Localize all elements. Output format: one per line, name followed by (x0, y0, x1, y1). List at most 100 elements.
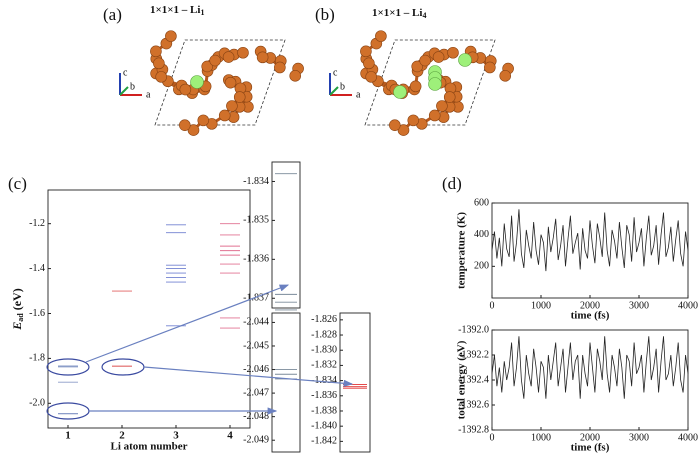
x-tick-label: 3000 (629, 432, 649, 443)
y-tick-label: -1392.6 (458, 399, 489, 410)
x-tick-label: 0 (490, 300, 495, 311)
plot-frame (271, 312, 301, 453)
atom (197, 114, 210, 127)
x-axis-label: Li atom number (111, 441, 188, 453)
x-tick-label: 1000 (531, 300, 551, 311)
y-axis-label: total energy (eV) (456, 340, 468, 419)
atom (209, 54, 221, 67)
y-tick-label: -1.835 (243, 215, 269, 226)
title-sub: 4 (422, 11, 426, 20)
atom (447, 46, 459, 59)
arrow (143, 366, 354, 387)
atom (226, 100, 238, 112)
y-tick-label: -2.049 (243, 435, 269, 446)
plot-frame (339, 312, 371, 453)
y-tick-label: -1392.4 (458, 374, 489, 385)
atom (237, 46, 249, 59)
structure-title: 1×1×1 – Li4 (372, 7, 426, 20)
atom (150, 45, 162, 58)
y-tick-label: 200 (474, 261, 489, 272)
y-axis-label-part: (eV) (10, 288, 24, 313)
axis-arrow (119, 86, 129, 96)
atom (360, 45, 372, 58)
atom (363, 57, 375, 70)
highlight-ellipse (101, 358, 145, 376)
atom (222, 51, 235, 63)
atom (484, 61, 496, 74)
li-atom (393, 85, 407, 99)
atom (218, 109, 231, 122)
axis-name: b (340, 81, 345, 92)
atom (409, 80, 422, 93)
y-tick-label: -1.834 (311, 375, 337, 386)
y-tick-label: -2.0 (29, 398, 45, 409)
x-tick-label: 1 (65, 430, 71, 442)
atom (432, 51, 445, 63)
atom (165, 30, 177, 42)
atom (397, 124, 410, 136)
y-tick-label: -1.832 (311, 360, 337, 371)
atom (407, 114, 420, 127)
atom (201, 60, 214, 73)
x-tick-label: 4000 (678, 432, 698, 443)
cell-outline (364, 39, 496, 126)
atom (179, 83, 192, 96)
atom (155, 71, 167, 83)
y-tick-label: 400 (474, 229, 489, 240)
atom (436, 100, 448, 112)
y-axis-label: temperature (K) (456, 212, 468, 289)
y-axis-label: Ead (eV) (10, 288, 25, 330)
y-tick-label: -1392.8 (458, 424, 489, 435)
li-atom (428, 77, 442, 91)
data-line (491, 336, 689, 399)
panel-label: (a) (103, 5, 122, 24)
atom (233, 91, 246, 103)
panel-label: (d) (442, 174, 462, 193)
atom (419, 54, 431, 67)
x-tick-label: 0 (490, 432, 495, 443)
y-tick-label: -1.836 (311, 390, 337, 401)
x-axis-label: time (fs) (571, 310, 610, 322)
y-tick-label: -2.044 (243, 317, 269, 328)
structure-title: 1×1×1 – Li1 (150, 4, 204, 17)
y-tick-label: -2.046 (243, 364, 269, 375)
atom (256, 51, 269, 64)
atom (274, 61, 286, 74)
y-tick-label: -1.837 (243, 293, 269, 304)
atom (389, 119, 401, 131)
atom (365, 71, 377, 83)
axis-name: a (146, 89, 151, 100)
arrow (85, 284, 290, 363)
li-atom (190, 75, 204, 89)
axis-name: c (123, 67, 128, 78)
highlight-ellipse (46, 358, 90, 376)
atom (187, 124, 200, 136)
y-tick-label: 600 (474, 197, 489, 208)
highlight-ellipse (46, 402, 90, 420)
y-axis-label-part: ad (16, 313, 25, 322)
atom (289, 70, 302, 82)
y-tick-label: -1.842 (311, 436, 337, 447)
cell-outline (154, 39, 286, 126)
axis-name: b (130, 81, 135, 92)
atom (179, 119, 191, 131)
y-tick-label: -2.047 (243, 387, 269, 398)
axis-name: a (356, 89, 361, 100)
x-tick-label: 3000 (629, 300, 649, 311)
plot-frame (271, 161, 301, 309)
atom (375, 30, 387, 42)
y-tick-label: -1392.2 (458, 349, 489, 360)
y-tick-label: -1.838 (311, 405, 337, 416)
y-tick-label: -1.4 (29, 263, 45, 274)
atom (153, 57, 165, 70)
y-tick-label: -2.045 (243, 340, 269, 351)
x-axis-label: time (fs) (571, 442, 610, 454)
x-tick-label: 3 (173, 430, 179, 442)
y-tick-label: -1.826 (311, 314, 337, 325)
title-main: 1×1×1 – Li (372, 7, 422, 19)
panel-label: (b) (315, 5, 335, 24)
x-tick-label: 4000 (678, 300, 698, 311)
li-atom (458, 53, 472, 67)
